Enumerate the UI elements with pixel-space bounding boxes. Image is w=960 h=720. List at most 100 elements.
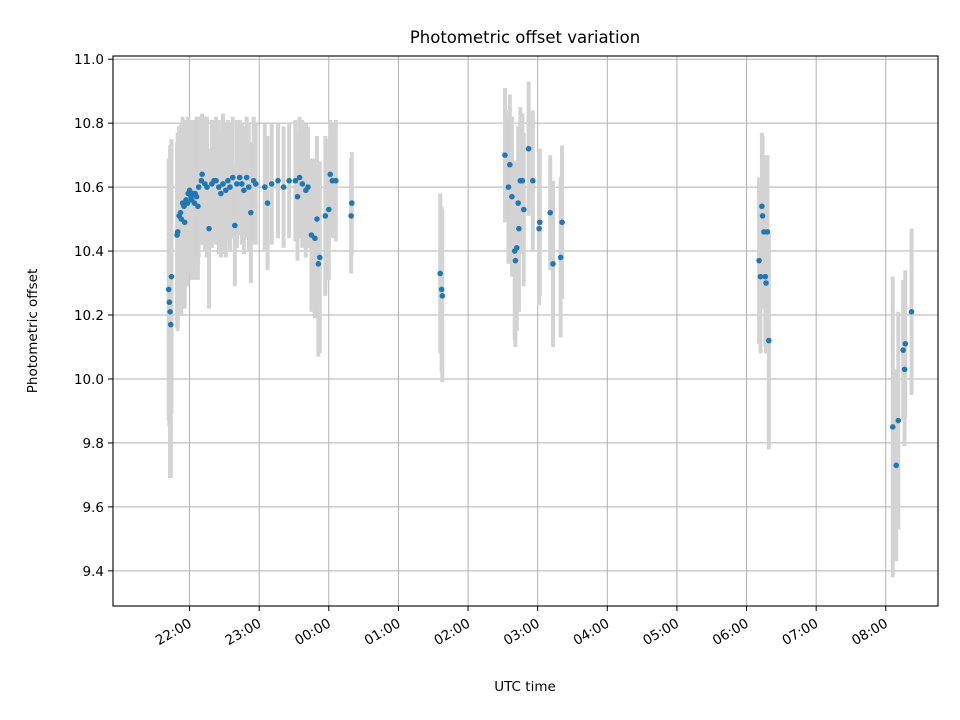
data-point — [195, 184, 202, 190]
data-point — [216, 184, 222, 190]
x-tick-label: 22:00 — [153, 616, 195, 649]
data-point — [315, 261, 322, 267]
data-point — [525, 145, 532, 152]
data-point — [167, 309, 173, 315]
data-point — [268, 181, 275, 187]
data-point — [220, 181, 226, 187]
y-tick-label: 9.6 — [83, 500, 104, 516]
chart-title: Photometric offset variation — [410, 28, 640, 47]
data-point — [759, 203, 765, 210]
data-point — [437, 270, 444, 277]
data-point — [174, 229, 181, 235]
y-axis-ticks: 9.4 9.6 9.8 10.0 10.2 10.4 10.6 10.8 11.0 — [74, 52, 113, 580]
data-point — [889, 424, 896, 430]
data-point — [195, 203, 201, 210]
data-point — [763, 280, 769, 286]
data-point — [181, 219, 188, 226]
data-point — [275, 177, 281, 184]
data-point — [184, 200, 191, 206]
x-tick-label: 07:00 — [779, 616, 821, 649]
data-point — [438, 286, 445, 293]
x-tick-label: 05:00 — [640, 616, 682, 649]
data-point — [168, 273, 175, 280]
data-point — [766, 337, 772, 344]
data-point — [332, 177, 339, 184]
data-point — [513, 245, 520, 251]
data-point — [177, 209, 184, 216]
data-point — [167, 321, 174, 328]
x-axis-ticks: 22:00 23:00 00:00 01:00 02:00 03:00 04:00 05:00… — [153, 606, 891, 649]
data-point — [229, 174, 236, 181]
plot-frame — [112, 55, 939, 607]
data-point — [294, 193, 301, 200]
data-point — [206, 225, 212, 232]
x-axis-label: UTC time — [494, 679, 556, 695]
x-tick-label: 04:00 — [571, 616, 613, 649]
data-point — [764, 229, 771, 235]
data-point — [759, 213, 766, 219]
data-point — [238, 181, 245, 187]
data-point — [213, 177, 219, 184]
data-point — [232, 222, 238, 229]
data-point — [286, 177, 292, 184]
data-point — [316, 254, 323, 261]
data-point — [299, 181, 306, 187]
data-point — [900, 347, 906, 353]
data-point — [296, 174, 303, 181]
data-point — [322, 213, 329, 219]
data-point — [264, 200, 271, 206]
error-bars — [166, 81, 914, 578]
x-tick-label: 08:00 — [849, 616, 891, 649]
data-point — [166, 299, 173, 306]
x-tick-label: 02:00 — [431, 616, 473, 649]
x-tick-label: 03:00 — [501, 616, 543, 649]
data-point — [536, 225, 542, 232]
x-tick-label: 06:00 — [710, 616, 752, 649]
data-point — [515, 200, 521, 206]
data-point — [520, 206, 527, 213]
data-point — [559, 219, 565, 226]
data-point — [314, 216, 320, 222]
x-tick-label: 23:00 — [223, 616, 265, 649]
x-tick-label: 01:00 — [362, 616, 404, 649]
data-point — [530, 177, 536, 184]
x-tick-label: 00:00 — [292, 616, 334, 649]
y-tick-label: 9.4 — [83, 564, 104, 580]
data-point — [326, 206, 332, 213]
data-point — [218, 190, 224, 197]
data-point — [245, 184, 252, 190]
data-point — [908, 309, 915, 315]
data-point — [236, 174, 243, 181]
data-point — [348, 200, 355, 206]
data-point — [292, 177, 299, 184]
y-tick-label: 11.0 — [74, 52, 104, 68]
data-point — [901, 366, 908, 373]
data-point — [902, 340, 909, 347]
data-point — [204, 184, 210, 190]
data-point — [756, 257, 762, 264]
y-tick-label: 10.6 — [74, 180, 104, 196]
data-point — [762, 273, 769, 280]
data-point — [557, 254, 564, 261]
y-tick-label: 10.8 — [74, 116, 104, 132]
y-tick-label: 9.8 — [83, 436, 104, 452]
data-point — [225, 177, 231, 184]
data-point — [227, 184, 233, 190]
data-point — [252, 181, 259, 187]
data-point — [280, 184, 287, 190]
data-point — [165, 286, 172, 293]
data-point — [895, 417, 902, 424]
data-points — [165, 145, 915, 469]
data-point — [348, 213, 354, 219]
data-point — [507, 161, 513, 168]
data-point — [512, 257, 519, 264]
data-point — [222, 187, 229, 194]
data-point — [519, 177, 526, 184]
data-point — [248, 209, 254, 216]
data-point — [536, 219, 543, 226]
y-axis-label: Photometric offset — [25, 269, 41, 393]
y-tick-label: 10.0 — [74, 372, 104, 388]
data-point — [312, 235, 318, 242]
data-point — [509, 193, 515, 200]
